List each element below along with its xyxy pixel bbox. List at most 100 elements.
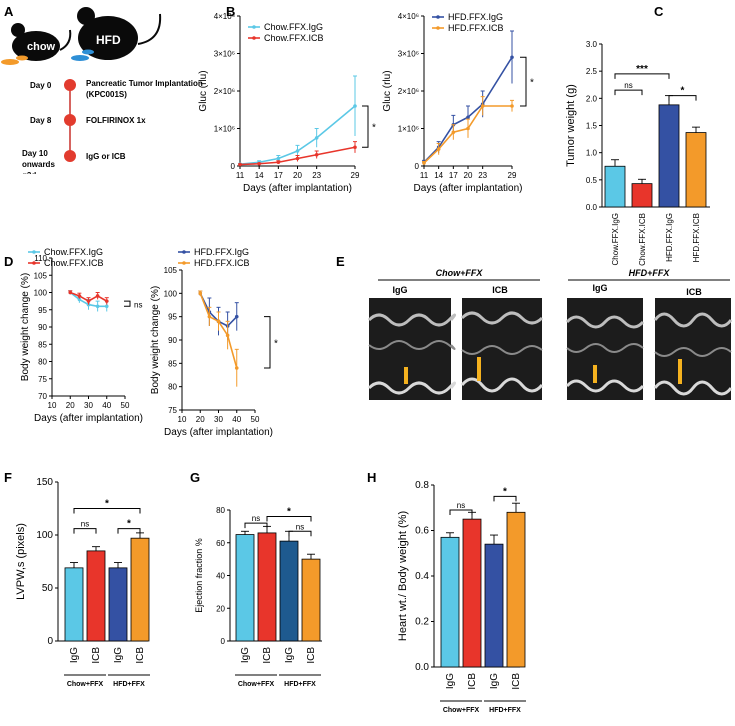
y-tick-label: 80 — [168, 383, 177, 392]
x-axis-label: Days (after implantation) — [414, 183, 523, 194]
series-line — [239, 146, 356, 166]
y-tick-label: 0.0 — [586, 203, 598, 212]
y-tick-label: 3.0 — [586, 40, 598, 49]
bar — [506, 511, 526, 668]
category-label: IgG — [489, 673, 500, 689]
data-point — [68, 290, 73, 295]
data-point — [480, 104, 485, 108]
data-point — [466, 115, 470, 120]
data-point — [95, 294, 100, 298]
significance-bracket — [668, 95, 697, 101]
data-point — [436, 147, 441, 151]
data-point — [198, 291, 203, 296]
y-tick-label: 80 — [216, 506, 225, 515]
x-tick-label: 20 — [196, 415, 205, 424]
echo-marker-chow-icb — [477, 357, 481, 381]
significance-label: ns — [252, 514, 260, 523]
x-tick-label: 17 — [449, 171, 458, 180]
charts-layer: B 0 1×10⁶ 2×10⁶ 3×10⁶ 4×10⁶ 11 14 17 20 23 29 Days (… — [4, 4, 710, 714]
bar — [604, 165, 626, 208]
data-point — [353, 145, 357, 150]
y-tick-label: 85 — [38, 340, 47, 349]
category-label: ICB — [262, 647, 273, 664]
y-tick-label: 85 — [168, 359, 177, 368]
y-tick-label: 40 — [216, 572, 225, 581]
series-line — [423, 56, 513, 163]
x-tick-label: 50 — [251, 415, 260, 424]
significance-label: * — [127, 519, 131, 530]
y-tick-label: 1×10⁶ — [214, 125, 235, 134]
group-label: Chow+FFX — [443, 707, 480, 714]
data-point — [225, 333, 230, 338]
data-point — [207, 314, 212, 319]
category-label: HFD.FFX.ICB — [692, 213, 701, 262]
significance-label: ns — [134, 301, 142, 310]
legend-label: HFD.FFX.ICB — [194, 258, 250, 268]
chart-b1: B 0 1×10⁶ 2×10⁶ 3×10⁶ 4×10⁶ 11 14 17 20 23 29 Days (… — [198, 4, 376, 194]
legend-marker — [436, 15, 440, 19]
data-point — [314, 136, 319, 140]
significance-label: ns — [457, 501, 465, 510]
x-tick-label: 10 — [48, 401, 57, 410]
legend-label: Chow.FFX.ICB — [264, 33, 324, 43]
significance-bracket — [614, 73, 670, 79]
data-point — [422, 161, 426, 165]
data-point — [314, 152, 319, 157]
echo-group-chow-label: Chow+FFX — [436, 268, 484, 278]
legend-marker — [32, 250, 36, 254]
panel-letter-d1: D — [4, 254, 13, 269]
x-tick-label: 40 — [102, 401, 111, 410]
significance-label: * — [274, 338, 278, 349]
bar — [462, 518, 482, 668]
series-line — [423, 105, 512, 164]
x-tick-label: 30 — [84, 401, 93, 410]
echo-image-chow-igg — [367, 298, 456, 400]
significance-label: * — [530, 78, 534, 89]
panel-a: A chow HFD Day 0 Day 8 Day 10 onwards q3 — [1, 4, 203, 174]
panel-letter-f: F — [4, 470, 12, 485]
data-point — [238, 162, 242, 167]
series-hfd-ffx-icb — [198, 290, 239, 387]
bar — [130, 537, 150, 642]
significance-bracket — [124, 300, 131, 307]
echo-image-hfd-igg — [565, 298, 645, 400]
significance-bracket — [266, 516, 312, 522]
significance-bracket — [493, 495, 517, 502]
y-tick-label: 100 — [36, 530, 53, 541]
timeline-event-implantation: Pancreatic Tumor Implantation (KPC001S) — [86, 79, 203, 99]
y-tick-label: 90 — [38, 323, 47, 332]
legend-label: Chow.FFX.ICB — [44, 258, 104, 268]
group-label: Chow+FFX — [67, 681, 104, 688]
series-chow-ffx-igg — [238, 75, 357, 166]
panel-letter-h: H — [367, 470, 376, 485]
significance-label: ns — [624, 81, 632, 90]
data-point — [451, 130, 456, 135]
group-label: HFD+FFX — [489, 707, 521, 714]
panel-letter-c: C — [654, 4, 664, 19]
x-axis-label: Days (after implantation) — [164, 427, 273, 438]
y-tick-label: 3×10⁶ — [214, 50, 235, 59]
chart-c: C 0.0 0.5 1.0 1.5 2.0 2.5 3.0 Tumor weight (g) Ch… — [565, 4, 710, 266]
significance-bracket — [449, 509, 473, 516]
legend-marker — [436, 26, 440, 30]
x-tick-label: 11 — [236, 171, 245, 180]
chart-h: H 0.0 0.2 0.4 0.6 0.8 Heart wt./ Body weight (… — [367, 470, 526, 714]
data-point — [104, 304, 109, 309]
panel-letter-b1: B — [226, 4, 235, 19]
x-tick-label: 11 — [420, 171, 429, 180]
y-axis-label: Gluc (rlu) — [382, 70, 393, 111]
data-point — [95, 304, 100, 309]
timeline-dot-day10 — [64, 150, 76, 162]
data-point — [234, 366, 239, 370]
legend-marker — [32, 261, 36, 265]
y-tick-label: 0 — [415, 162, 420, 171]
y-axis-label: Gluc (rlu) — [198, 70, 209, 111]
y-tick-label: 60 — [216, 539, 225, 548]
group-label: HFD+FFX — [284, 681, 316, 688]
significance-label: * — [105, 499, 109, 510]
group-label: HFD+FFX — [113, 681, 145, 688]
legend-marker — [182, 250, 186, 254]
y-tick-label: 0 — [231, 162, 236, 171]
echo-group-hfd-label: HFD+FFX — [629, 268, 671, 278]
significance-bracket — [264, 316, 271, 369]
